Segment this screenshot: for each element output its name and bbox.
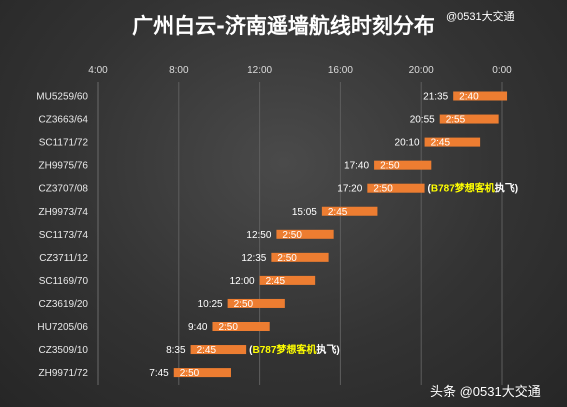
- x-tick-label: 0:00: [492, 65, 512, 76]
- departure-time-label: 17:40: [344, 161, 369, 172]
- y-category-label: SC1169/70: [39, 276, 89, 287]
- duration-label: 2:50: [234, 299, 254, 310]
- departure-time-label: 17:20: [337, 184, 362, 195]
- flight-bar: [424, 137, 481, 147]
- duration-label: 2:45: [197, 345, 217, 356]
- departure-time-label: 15:05: [292, 207, 317, 218]
- chart-title: 广州白云-济南遥墙航线时刻分布: [132, 14, 435, 38]
- y-category-label: CZ3663/64: [39, 115, 89, 126]
- departure-time-label: 20:10: [395, 138, 420, 149]
- departure-time-label: 12:00: [230, 276, 255, 287]
- x-tick-label: 12:00: [247, 65, 272, 76]
- y-category-label: CZ3707/08: [39, 184, 89, 195]
- y-category-label: HU7205/06: [37, 322, 88, 333]
- flight-bar: [276, 229, 334, 239]
- flight-bar: [190, 345, 247, 355]
- y-category-label: CZ3711/12: [39, 253, 88, 264]
- y-category-label: SC1173/74: [39, 230, 89, 241]
- account-handle: @0531大交通: [446, 11, 515, 23]
- departure-time-label: 7:45: [149, 368, 169, 379]
- duration-label: 2:50: [380, 161, 400, 172]
- duration-label: 2:50: [180, 368, 200, 379]
- y-category-label: ZH9975/76: [39, 161, 89, 172]
- departure-time-label: 9:40: [188, 322, 208, 333]
- duration-label: 2:50: [218, 322, 238, 333]
- duration-label: 2:45: [266, 276, 286, 287]
- watermark: 头条 @0531大交通: [430, 384, 541, 399]
- flight-bar: [439, 114, 499, 124]
- departure-time-label: 8:35: [166, 345, 186, 356]
- departure-time-label: 12:50: [246, 230, 271, 241]
- flight-bar: [374, 160, 432, 170]
- flight-bar: [173, 368, 231, 378]
- aircraft-note: (B787梦想客机执飞): [249, 343, 340, 356]
- y-category-label: MU5259/60: [36, 92, 88, 103]
- duration-label: 2:50: [282, 230, 302, 241]
- departure-time-label: 12:35: [241, 253, 266, 264]
- x-tick-label: 4:00: [88, 65, 108, 76]
- y-category-label: ZH9973/74: [39, 207, 89, 218]
- duration-label: 2:50: [277, 253, 297, 264]
- x-tick-label: 20:00: [409, 65, 434, 76]
- flight-bar: [227, 298, 285, 308]
- x-tick-label: 8:00: [169, 65, 189, 76]
- flight-bar: [367, 183, 425, 193]
- flight-bar: [271, 252, 329, 262]
- departure-time-label: 20:55: [410, 115, 435, 126]
- duration-label: 2:40: [459, 92, 479, 103]
- duration-label: 2:55: [446, 115, 466, 126]
- duration-label: 2:50: [373, 184, 393, 195]
- flight-bar: [321, 206, 378, 216]
- duration-label: 2:45: [431, 138, 451, 149]
- aircraft-note: (B787梦想客机执飞): [428, 182, 519, 195]
- flight-bar: [259, 275, 316, 285]
- y-category-label: CZ3619/20: [39, 299, 89, 310]
- flight-bar: [212, 322, 270, 331]
- y-category-label: ZH9971/72: [39, 368, 89, 379]
- flight-bar: [453, 91, 508, 101]
- departure-time-label: 21:35: [423, 92, 448, 103]
- x-tick-label: 16:00: [328, 65, 353, 76]
- duration-label: 2:45: [328, 207, 348, 218]
- departure-time-label: 10:25: [198, 299, 223, 310]
- y-category-label: SC1171/72: [39, 138, 89, 149]
- y-category-label: CZ3509/10: [39, 345, 89, 356]
